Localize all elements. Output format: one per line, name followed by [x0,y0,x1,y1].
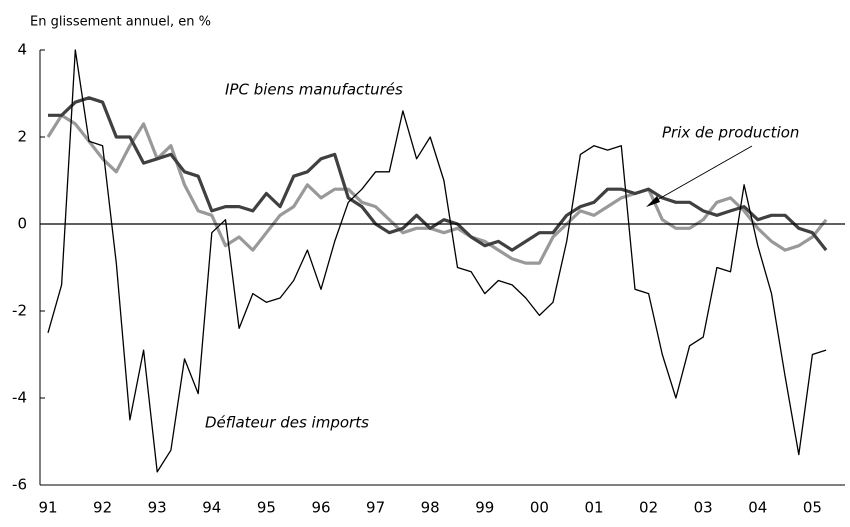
x-tick-label: 93 [148,499,167,517]
line-series [47,49,827,473]
x-tick-label: 04 [748,499,767,517]
y-tick-label: 4 [17,41,27,59]
y-tick-label: -2 [12,302,27,320]
x-tick-label: 98 [421,499,440,517]
x-tick-label: 00 [530,499,549,517]
y-tick-label: 0 [17,215,27,233]
series-label: Déflateur des imports [205,414,369,432]
x-tick-label: 95 [257,499,276,517]
x-tick-label: 01 [584,499,603,517]
y-tick-label: -6 [12,476,27,494]
x-tick-label: 97 [366,499,385,517]
y-tick-label: -4 [12,389,27,407]
chart-title: En glissement annuel, en % [30,15,211,30]
annotation-arrow [649,145,753,205]
x-tick-label: 99 [475,499,494,517]
series-label: IPC biens manufacturés [225,81,403,99]
x-tick-label: 96 [311,499,330,517]
arrow-head [646,196,660,207]
x-tick-label: 92 [93,499,112,517]
y-tick-label: 2 [17,128,27,146]
x-tick-label: 91 [38,499,57,517]
x-tick-label: 05 [803,499,822,517]
x-tick-label: 94 [202,499,221,517]
line-series [48,96,828,252]
x-tick-label: 02 [639,499,658,517]
series-label: Prix de production [662,124,799,142]
x-tick-label: 03 [694,499,713,517]
